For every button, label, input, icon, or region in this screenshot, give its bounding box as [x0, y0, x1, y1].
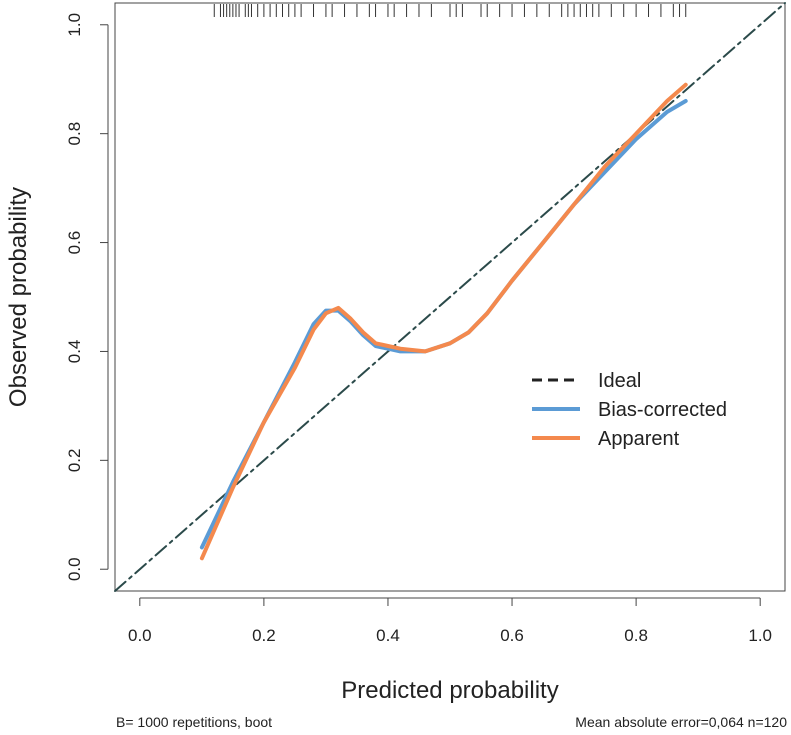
x-tick-label: 0.4 [376, 626, 400, 645]
y-axis-label: Observed probability [5, 187, 32, 407]
x-tick-label: 0.8 [624, 626, 648, 645]
y-tick-label: 0.4 [65, 340, 84, 364]
plot-frame [114, 2, 786, 592]
x-tick-label: 0.6 [500, 626, 524, 645]
series-line-apparent [199, 82, 688, 561]
legend: Ideal Bias-corrected Apparent [532, 370, 727, 450]
series-line-bias-corrected [199, 99, 688, 550]
footer-left-text: B= 1000 repetitions, boot [116, 714, 272, 730]
y-tick-label: 0.0 [65, 557, 84, 581]
y-tick-label: 0.2 [65, 449, 84, 473]
y-tick-label: 0.8 [65, 122, 84, 146]
y-tick-label: 1.0 [65, 13, 84, 37]
legend-label: Bias-corrected [598, 399, 727, 421]
x-tick-label: 0.2 [252, 626, 276, 645]
rug-marks [213, 4, 687, 17]
x-tick-label: 1.0 [748, 626, 772, 645]
footer-right-text: Mean absolute error=0,064 n=120 [575, 714, 787, 730]
series-line-ideal [114, 2, 786, 592]
series-lines [114, 2, 786, 592]
axis-ticks: 0.0 0.2 0.4 0.6 0.8 1.0 0.0 0.2 0.4 0.6 0.8 1.0 [65, 13, 772, 645]
y-tick-label: 0.6 [65, 231, 84, 255]
x-axis-label: Predicted probability [341, 677, 558, 704]
legend-label: Apparent [598, 428, 680, 450]
legend-label: Ideal [598, 370, 641, 392]
x-tick-label: 0.0 [128, 626, 152, 645]
